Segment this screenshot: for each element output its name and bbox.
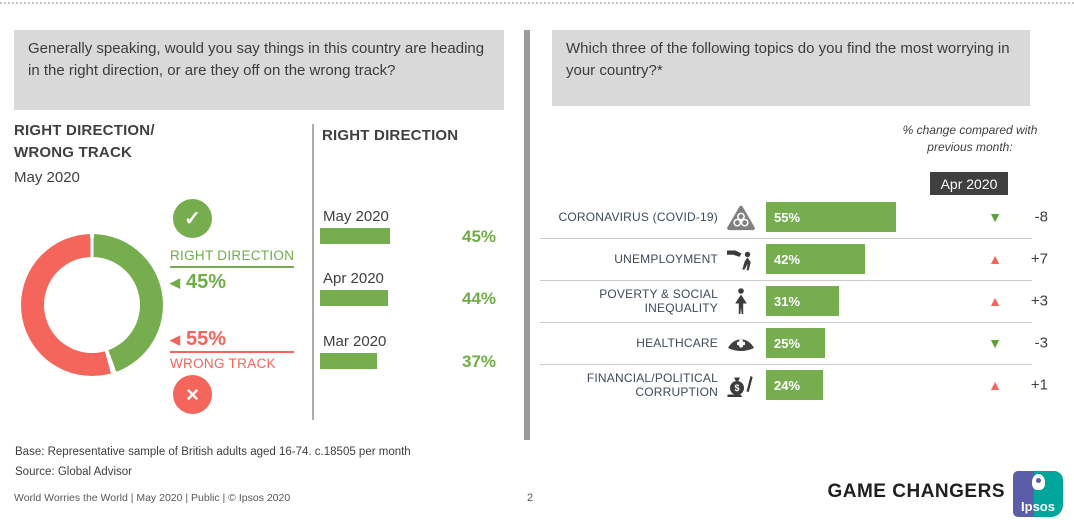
- left-triangle-icon: ◀: [170, 274, 180, 290]
- trend-bar-label: May 2020: [323, 208, 389, 225]
- worry-label: CORONAVIRUS (COVID-19): [558, 209, 718, 224]
- top-dotted-rule: [0, 2, 1074, 4]
- worry-bar: 25%: [766, 328, 825, 358]
- page-number: 2: [526, 492, 534, 504]
- donut-chart: [21, 234, 163, 376]
- panel-divider: [524, 30, 530, 440]
- trend-chart-title: RIGHT DIRECTION: [322, 127, 459, 144]
- trend-bar-value: 44%: [462, 289, 497, 308]
- wrong-track-label: WRONG TRACK: [170, 356, 276, 371]
- change-value: +7: [1030, 250, 1048, 268]
- worry-bar: 24%: [766, 370, 823, 400]
- wrong-track-value-row: ◀ 55%: [170, 328, 226, 351]
- left-chart-subtitle: May 2020: [14, 169, 80, 186]
- worry-label: FINANCIAL/POLITICAL CORRUPTION: [586, 370, 718, 399]
- footer-meta: World Worries the World | May 2020 | Pub…: [14, 492, 291, 504]
- change-value: +1: [1030, 376, 1048, 394]
- wrong-track-value: 55%: [186, 328, 227, 350]
- donut-hole: [44, 257, 140, 353]
- cross-icon: ×: [186, 381, 199, 407]
- biohazard-icon: [718, 204, 764, 231]
- right-direction-label: RIGHT DIRECTION: [170, 248, 295, 263]
- check-icon: ✓: [184, 208, 201, 230]
- change-month-badge: Apr 2020: [930, 172, 1008, 195]
- nurse-cap-icon: [718, 335, 764, 352]
- trend-bar-value: 37%: [462, 352, 497, 371]
- footer-base: Base: Representative sample of British a…: [15, 446, 411, 458]
- right-direction-rule: [170, 266, 294, 268]
- change-value: -8: [1034, 208, 1048, 226]
- worry-label: HEALTHCARE: [636, 335, 718, 350]
- trend-bar: [320, 353, 378, 369]
- worry-row: UNEMPLOYMENT 42% ▲ +7: [540, 238, 1048, 281]
- left-question-box: Generally speaking, would you say things…: [14, 30, 504, 110]
- change-triangle-icon: ▲: [988, 293, 1002, 309]
- left-chart-title-line1: RIGHT DIRECTION/: [14, 122, 155, 139]
- worry-row: FINANCIAL/POLITICAL CORRUPTION $ 24% ▲ +…: [540, 364, 1048, 406]
- worry-row: CORONAVIRUS (COVID-19) 55% ▼ -8: [540, 196, 1048, 239]
- worry-bar-value: 24%: [774, 377, 801, 393]
- trend-bar-label: Apr 2020: [323, 270, 384, 287]
- right-direction-value-row: ◀ 45%: [170, 271, 226, 294]
- ipsos-logo-text: Ipsos: [1021, 499, 1055, 514]
- change-triangle-icon: ▼: [988, 335, 1002, 351]
- change-triangle-icon: ▼: [988, 209, 1002, 225]
- worry-bar-value: 55%: [774, 209, 801, 225]
- worry-bar: 55%: [766, 202, 896, 232]
- right-direction-badge: ✓: [173, 199, 212, 238]
- footer-source: Source: Global Advisor: [15, 466, 132, 478]
- worry-label: POVERTY & SOCIAL INEQUALITY: [599, 286, 718, 315]
- trend-bar: [320, 290, 389, 306]
- worry-bar: 42%: [766, 244, 866, 274]
- worry-bar-value: 42%: [774, 251, 801, 267]
- change-value: -3: [1034, 334, 1048, 352]
- person-icon: [718, 287, 764, 315]
- ipsos-logo: Ipsos: [1013, 471, 1063, 517]
- change-value: +3: [1030, 292, 1048, 310]
- worry-bar-value: 31%: [774, 293, 801, 309]
- change-triangle-icon: ▲: [988, 377, 1002, 393]
- wrong-track-rule: [170, 351, 294, 353]
- wrong-track-badge: ×: [173, 375, 212, 414]
- worry-row: POVERTY & SOCIAL INEQUALITY 31% ▲ +3: [540, 280, 1048, 323]
- change-triangle-icon: ▲: [988, 251, 1002, 267]
- trend-bar-value: 45%: [462, 227, 497, 246]
- worry-bar-value: 25%: [774, 335, 801, 351]
- trend-bar: [320, 228, 390, 244]
- dismissal-icon: [718, 247, 764, 271]
- worry-bar: 31%: [766, 286, 840, 316]
- worry-label: UNEMPLOYMENT: [614, 251, 718, 266]
- trend-chart-left-rule: [312, 124, 314, 420]
- svg-text:$: $: [734, 383, 739, 393]
- ipsos-face-icon: [1032, 474, 1045, 490]
- bribe-icon: $: [718, 373, 764, 398]
- left-question-text: Generally speaking, would you say things…: [28, 40, 485, 79]
- right-question-text: Which three of the following topics do y…: [566, 40, 1010, 79]
- brand-tagline: GAME CHANGERS: [827, 481, 1005, 502]
- right-direction-value: 45%: [186, 271, 227, 293]
- worry-row: HEALTHCARE 25% ▼ -3: [540, 322, 1048, 365]
- right-question-box: Which three of the following topics do y…: [552, 30, 1030, 106]
- trend-bar-label: Mar 2020: [323, 333, 387, 350]
- left-triangle-icon: ◀: [170, 331, 180, 347]
- left-chart-title-line2: WRONG TRACK: [14, 144, 133, 161]
- change-note: % change compared with previous month:: [902, 123, 1038, 155]
